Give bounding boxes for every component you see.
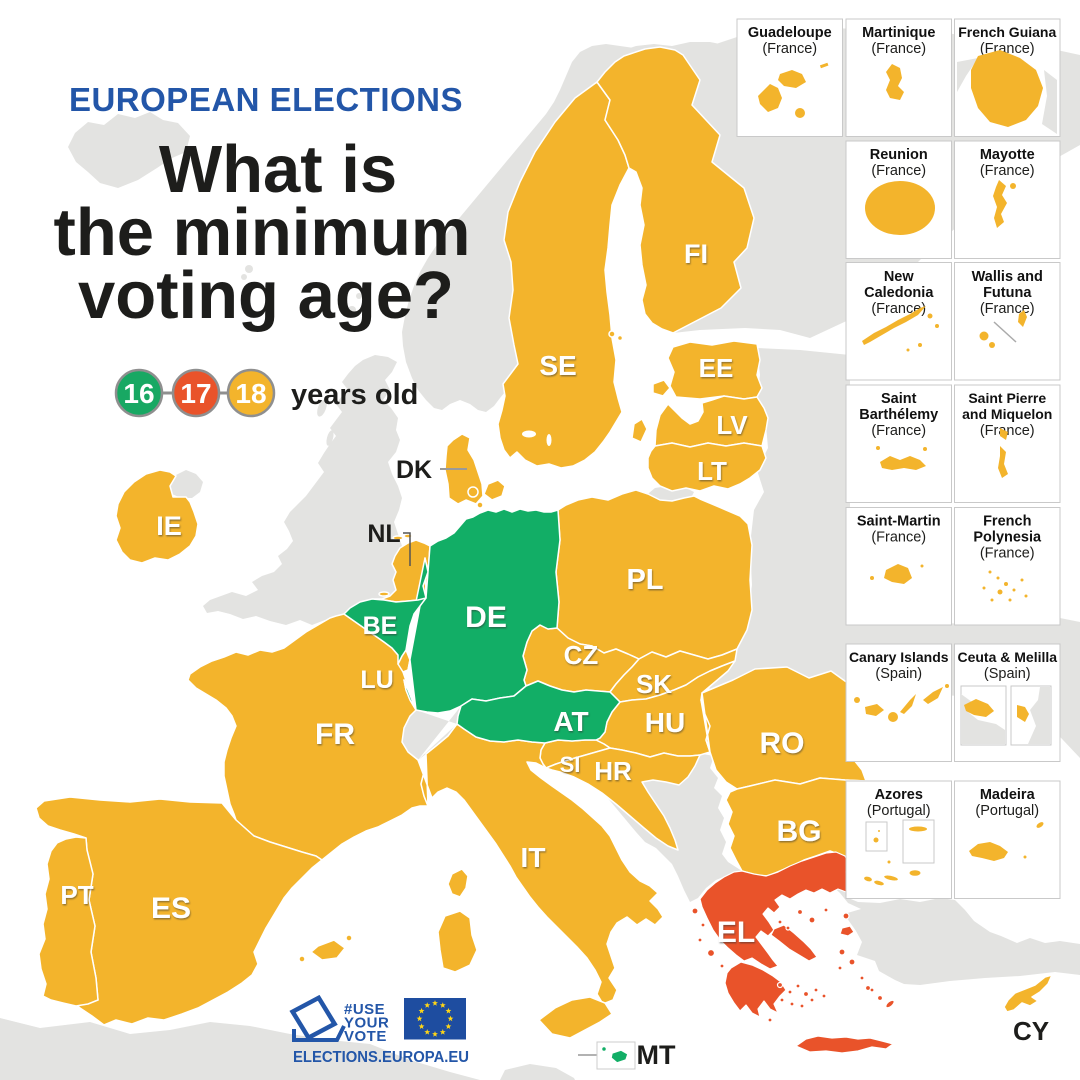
svg-text:Canary Islands: Canary Islands [849, 649, 949, 665]
svg-text:Wallis and: Wallis and [972, 269, 1043, 285]
svg-text:LU: LU [360, 666, 393, 694]
svg-text:CY: CY [1013, 1016, 1049, 1046]
svg-text:(France): (France) [980, 546, 1035, 562]
svg-text:Polynesia: Polynesia [973, 530, 1042, 546]
svg-text:New: New [884, 269, 915, 285]
svg-text:FR: FR [315, 718, 355, 751]
svg-text:ES: ES [151, 892, 191, 925]
svg-text:French Guiana: French Guiana [958, 24, 1056, 40]
svg-text:voting age?: voting age? [78, 258, 454, 333]
svg-text:RO: RO [760, 727, 805, 760]
svg-text:(Spain): (Spain) [875, 666, 922, 682]
svg-text:17: 17 [180, 378, 211, 409]
svg-text:IE: IE [156, 511, 182, 541]
svg-text:PT: PT [60, 880, 93, 910]
svg-text:Reunion: Reunion [870, 147, 928, 163]
svg-text:Barthélemy: Barthélemy [859, 407, 938, 423]
svg-text:SE: SE [539, 350, 576, 381]
svg-text:(Portugal): (Portugal) [867, 803, 931, 819]
svg-text:and Miquelon: and Miquelon [962, 406, 1052, 422]
svg-text:(France): (France) [871, 163, 926, 179]
svg-text:Madeira: Madeira [980, 787, 1036, 803]
svg-text:DK: DK [396, 456, 432, 484]
svg-text:BE: BE [363, 612, 398, 640]
svg-text:HU: HU [645, 707, 685, 738]
svg-text:Saint Pierre: Saint Pierre [968, 390, 1046, 406]
svg-text:EUROPEAN ELECTIONS: EUROPEAN ELECTIONS [69, 81, 463, 118]
svg-text:(France): (France) [762, 41, 817, 57]
svg-text:LT: LT [697, 456, 727, 486]
svg-text:HR: HR [594, 756, 632, 786]
svg-text:Futuna: Futuna [983, 285, 1032, 301]
svg-text:(France): (France) [980, 423, 1035, 439]
svg-text:BG: BG [777, 815, 822, 848]
svg-text:#USE: #USE [344, 1001, 385, 1018]
svg-text:the minimum: the minimum [54, 195, 471, 270]
svg-text:Caledonia: Caledonia [864, 285, 934, 301]
svg-text:PL: PL [626, 564, 663, 596]
svg-text:(France): (France) [871, 530, 926, 546]
svg-text:(Spain): (Spain) [984, 666, 1031, 682]
svg-text:16: 16 [123, 378, 154, 409]
svg-text:SK: SK [636, 669, 672, 699]
svg-text:LV: LV [716, 410, 748, 440]
svg-text:ELECTIONS.EUROPA.EU: ELECTIONS.EUROPA.EU [293, 1049, 469, 1066]
svg-text:DE: DE [465, 601, 507, 634]
svg-text:IT: IT [521, 842, 546, 873]
svg-text:(France): (France) [980, 301, 1035, 317]
svg-text:YOUR: YOUR [344, 1015, 389, 1032]
svg-text:French: French [983, 514, 1031, 530]
svg-text:EL: EL [717, 916, 755, 949]
svg-text:NL: NL [367, 520, 400, 548]
svg-text:VOTE: VOTE [344, 1028, 387, 1045]
svg-text:(France): (France) [980, 163, 1035, 179]
svg-text:Guadeloupe: Guadeloupe [748, 25, 832, 41]
svg-text:SI: SI [560, 752, 581, 777]
svg-text:(France): (France) [871, 423, 926, 439]
svg-text:FI: FI [684, 239, 708, 269]
svg-text:Saint-Martin: Saint-Martin [857, 514, 941, 530]
svg-text:Mayotte: Mayotte [980, 147, 1035, 163]
svg-text:years old: years old [291, 379, 418, 411]
svg-text:Saint: Saint [881, 391, 917, 407]
svg-text:Ceuta & Melilla: Ceuta & Melilla [957, 649, 1057, 665]
svg-text:18: 18 [235, 378, 266, 409]
svg-text:EE: EE [699, 353, 734, 383]
svg-text:AT: AT [553, 706, 588, 737]
svg-text:CZ: CZ [564, 640, 599, 670]
svg-text:Martinique: Martinique [862, 25, 935, 41]
svg-text:(France): (France) [871, 41, 926, 57]
svg-text:MT: MT [637, 1040, 676, 1070]
svg-text:What is: What is [159, 132, 397, 207]
svg-text:(Portugal): (Portugal) [975, 803, 1039, 819]
svg-text:Azores: Azores [875, 787, 923, 803]
